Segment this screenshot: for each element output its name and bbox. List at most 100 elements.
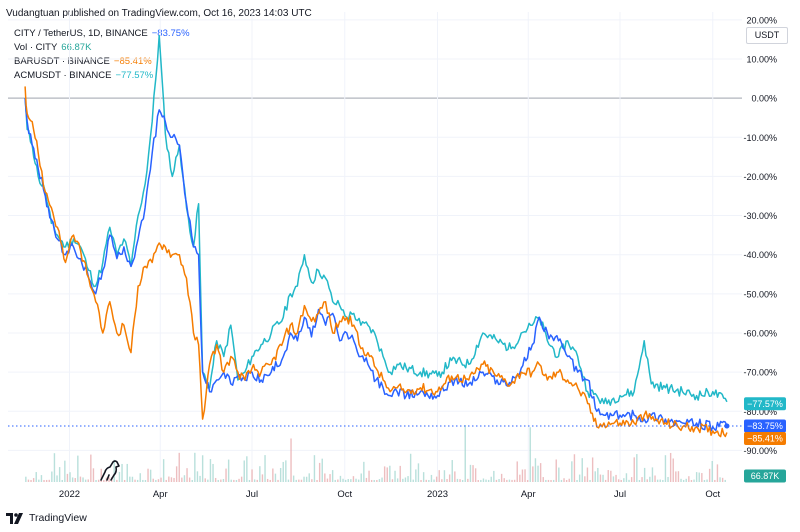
volume-bar	[168, 476, 170, 482]
volume-bar	[321, 458, 323, 482]
volume-bar	[591, 457, 594, 482]
volume-bar	[656, 479, 659, 482]
currency-button[interactable]: USDT	[746, 27, 788, 44]
volume-bar	[438, 470, 440, 482]
volume-bar	[506, 479, 508, 482]
volume-bar	[339, 475, 342, 482]
volume-bar	[139, 473, 141, 482]
volume-bar	[555, 459, 557, 482]
volume-bar	[363, 461, 365, 482]
volume-bar	[386, 467, 388, 482]
volume-bar	[74, 478, 76, 482]
volume-bar	[563, 478, 565, 482]
legend-value: 66.87K	[61, 42, 92, 53]
volume-bar	[246, 456, 248, 482]
volume-bar	[53, 453, 56, 482]
legend-row-acm[interactable]: ACMUSDT · BINANCE −77.57%	[14, 70, 153, 81]
y-tick-label: 0.00%	[751, 94, 777, 104]
volume-bar	[625, 473, 628, 482]
volume-bar	[446, 479, 448, 482]
volume-bar	[685, 478, 687, 482]
volume-bar	[144, 479, 147, 482]
volume-bar	[357, 479, 360, 482]
volume-bar	[404, 477, 407, 482]
volume-bar	[430, 474, 433, 482]
y-tick-label: -50.00%	[743, 289, 777, 299]
volume-bar	[534, 458, 537, 482]
volume-bar	[217, 479, 219, 482]
volume-bar	[32, 478, 35, 482]
volume-bar	[617, 479, 620, 482]
y-tick-label: -10.00%	[743, 133, 777, 143]
price-badge	[744, 431, 786, 445]
volume-bar	[675, 471, 677, 482]
volume-bar	[183, 475, 186, 482]
y-tick-label: 10.00%	[746, 54, 777, 64]
volume-bar	[485, 479, 487, 482]
volume-bar	[253, 479, 256, 482]
volume-bar	[152, 478, 154, 482]
x-tick-label: 2023	[427, 489, 448, 500]
legend-value: −85.41%	[113, 56, 152, 67]
volume-bar	[513, 479, 516, 482]
y-tick-label: -80.00%	[743, 407, 777, 417]
brand-name: TradingView	[29, 512, 87, 524]
volume-bar	[147, 468, 149, 482]
volume-bar	[225, 468, 227, 482]
volume-bar	[677, 471, 680, 482]
volume-bar	[142, 479, 144, 482]
volume-bar	[350, 479, 352, 482]
volume-bar	[201, 455, 204, 482]
volume-bar	[56, 475, 58, 482]
volume-bar	[64, 460, 66, 482]
volume-bar	[311, 479, 313, 482]
volume-bar	[316, 480, 318, 482]
volume-bar	[448, 474, 451, 482]
volume-bar	[459, 479, 461, 482]
y-tick-label: 20.00%	[746, 15, 777, 25]
volume-bar	[131, 476, 134, 482]
volume-bar	[425, 479, 427, 482]
volume-bar	[178, 452, 180, 482]
volume-bar	[604, 479, 607, 482]
legend-label: Vol · CITY	[14, 42, 58, 53]
volume-bar	[256, 479, 258, 482]
volume-bar	[659, 479, 661, 482]
volume-bar	[233, 479, 235, 482]
volume-bar	[623, 478, 625, 482]
volume-bar	[209, 459, 212, 482]
price-badge	[744, 419, 786, 433]
volume-bar	[654, 475, 656, 482]
volume-bar	[584, 476, 586, 482]
volume-bar	[77, 455, 79, 482]
volume-bar	[370, 479, 373, 482]
volume-bar	[695, 472, 698, 482]
volume-bar	[305, 476, 308, 482]
volume-bar	[599, 474, 602, 482]
volume-bar	[482, 478, 485, 482]
volume-bar	[646, 479, 648, 482]
volume-bar	[84, 479, 87, 482]
volume-bar	[181, 477, 183, 482]
volume-bar	[594, 471, 596, 482]
series-line	[24, 86, 728, 438]
volume-bar	[376, 480, 378, 482]
volume-bar	[129, 476, 131, 482]
volume-bar	[693, 479, 695, 482]
volume-bar	[578, 474, 581, 482]
legend-row-bar[interactable]: BARUSDT · BINANCE −85.41%	[14, 56, 152, 67]
price-badge-label: −83.75%	[747, 421, 783, 431]
volume-bar	[521, 469, 524, 482]
legend-row-city[interactable]: CITY / TetherUS, 1D, BINANCE −83.75%	[14, 28, 190, 39]
volume-bar	[472, 465, 474, 482]
volume-bar	[607, 470, 609, 482]
volume-bar	[381, 477, 383, 482]
legend-row-volume[interactable]: Vol · CITY 66.87K	[14, 42, 91, 53]
volume-bar	[40, 475, 43, 482]
volume-bar	[87, 479, 89, 482]
volume-bar	[58, 467, 61, 482]
footer-brand[interactable]: TradingView	[6, 512, 87, 524]
volume-bar	[524, 469, 526, 482]
volume-bar	[703, 479, 706, 482]
volume-bar	[407, 476, 409, 482]
